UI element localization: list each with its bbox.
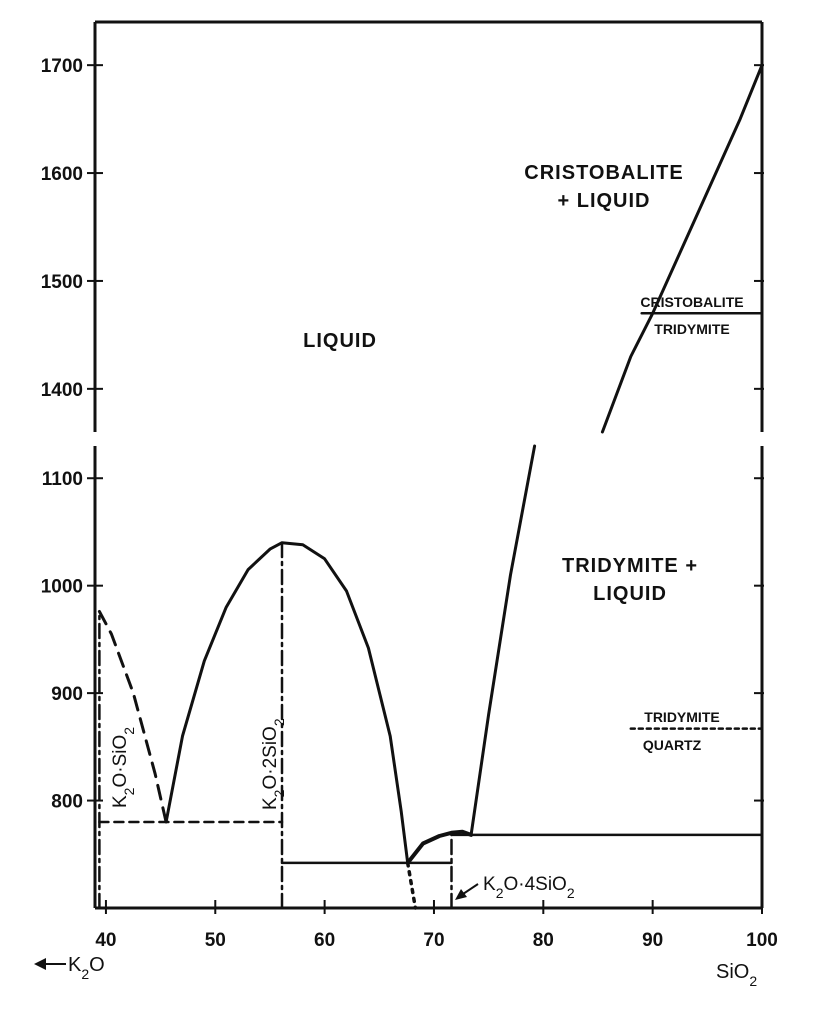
y-tick-label-1500: 1500 [41,272,83,293]
y-tick-label-1400: 1400 [41,380,83,401]
plot-frame [93,20,764,910]
metastable-liquidus [405,861,418,910]
cristobalite-tridymite-lower-label: TRIDYMITE [654,321,729,337]
silica-liquidus-lower [469,444,537,837]
cristobalite-liquid-label-line-1: CRISTOBALITE [524,162,683,184]
k2o-4sio2-label: K2O·4SiO2 [483,874,575,901]
k2o-2sio2-liquidus [164,541,410,865]
x-tick-label-70: 70 [423,930,444,951]
y-tick-label-900: 900 [51,684,83,705]
sio2-axis-label: SiO2 [716,961,757,989]
y-tick-label-800: 800 [51,792,83,813]
silica-liquidus-upper [600,63,764,434]
k2o-4sio2-pointer-head [455,889,467,900]
x-tick-label-60: 60 [314,930,335,951]
y-tick-label-1700: 1700 [41,56,83,77]
k2o-axis-label: K2O [68,954,105,982]
x-tick-label-50: 50 [205,930,226,951]
region-labels: LIQUID CRISTOBALITE + LIQUID TRIDYMITE + LIQ… [110,162,744,901]
cristobalite-tridymite-upper-label: CRISTOBALITE [640,294,743,310]
k2o-sio2-label: K2O·SiO2 [110,727,137,808]
k2o-sio2-liquidus [97,610,168,824]
axis-ticks: 1400 1500 1600 1700 800 900 1000 1100 40 50 60 70 80… [34,56,778,989]
tridymite-liquid-label-line-2: LIQUID [593,583,667,605]
x-tick-label-40: 40 [95,930,116,951]
tridymite-liquid-label-line-1: TRIDYMITE + [562,555,698,577]
y-tick-label-1600: 1600 [41,164,83,185]
tridymite-quartz-upper-label: TRIDYMITE [644,709,719,725]
k2o-arrow-head [34,958,46,970]
y-tick-label-1000: 1000 [41,577,83,598]
k2o-2sio2-label: K2O·2SiO2 [260,718,287,810]
tridymite-quartz-lower-label: QUARTZ [643,737,702,753]
x-tick-label-90: 90 [642,930,663,951]
liquid-label-line-1: LIQUID [303,330,377,352]
x-tick-label-100: 100 [746,930,778,951]
y-tick-label-1100: 1100 [42,469,83,490]
cristobalite-liquid-label-line-2: + LIQUID [557,190,650,212]
x-tick-label-80: 80 [533,930,554,951]
k2o-4sio2-liquidus [405,829,474,865]
phase-curves [97,63,764,910]
